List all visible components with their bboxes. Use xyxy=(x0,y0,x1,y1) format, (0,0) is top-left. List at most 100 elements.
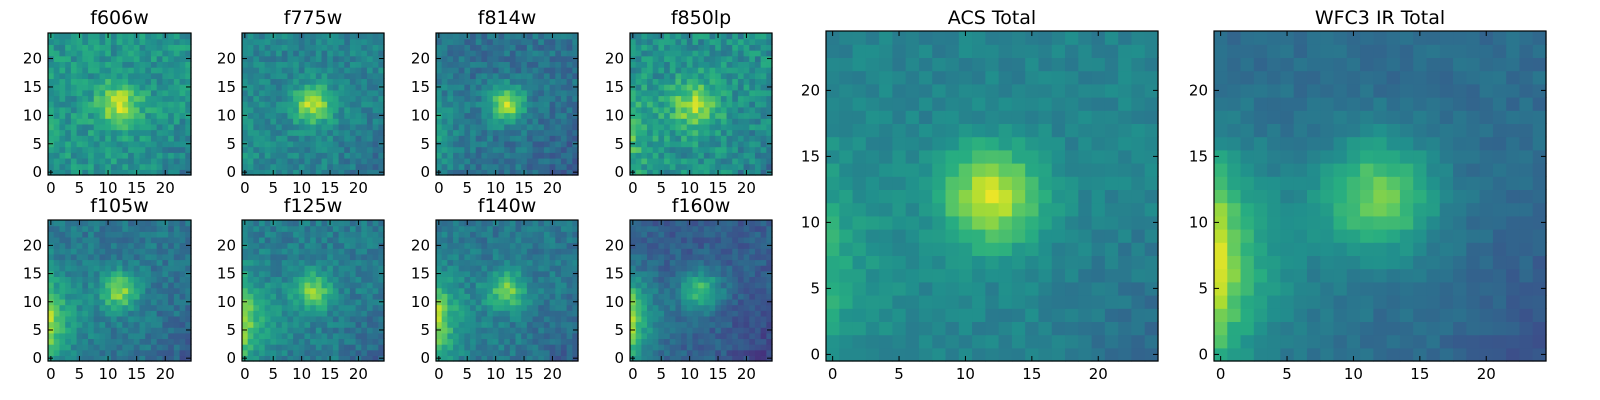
heatmap-cell xyxy=(122,78,129,85)
heatmap-cell xyxy=(315,84,323,91)
heatmap-cell xyxy=(281,101,289,108)
heatmap-cell xyxy=(145,67,152,74)
heatmap-cell xyxy=(664,50,671,57)
heatmap-cell xyxy=(549,338,556,345)
heatmap-cell xyxy=(53,44,61,51)
heatmap-cell xyxy=(515,78,522,85)
heatmap-cell xyxy=(641,129,648,136)
heatmap-cell xyxy=(310,276,317,283)
heatmap-cell xyxy=(70,298,78,306)
heatmap-cell xyxy=(82,112,89,119)
heatmap-cell xyxy=(498,146,505,153)
heatmap-cell xyxy=(315,112,323,119)
heatmap-cell xyxy=(344,152,351,159)
heatmap-cell xyxy=(698,321,705,328)
heatmap-cell xyxy=(349,248,357,255)
heatmap-cell xyxy=(760,33,767,40)
heatmap-cell xyxy=(504,50,511,57)
heatmap-cell xyxy=(681,287,688,294)
heatmap-cell xyxy=(509,169,517,176)
heatmap-cell xyxy=(332,72,340,80)
heatmap-cell xyxy=(487,310,494,317)
heatmap-cell xyxy=(242,78,249,85)
heatmap-cell xyxy=(59,248,66,255)
heatmap-cell xyxy=(366,44,374,51)
heatmap-cell xyxy=(521,282,528,289)
heatmap-cell xyxy=(436,67,443,74)
heatmap-cell xyxy=(99,242,106,249)
heatmap-cell xyxy=(338,304,345,311)
heatmap-cell xyxy=(641,355,648,362)
heatmap-cell xyxy=(59,38,66,45)
heatmap-cell xyxy=(82,338,89,345)
heatmap-cell xyxy=(287,270,294,277)
heatmap-cell xyxy=(720,270,728,277)
heatmap-cell xyxy=(538,140,545,148)
heatmap-cell xyxy=(675,33,682,40)
heatmap-cell xyxy=(270,225,277,232)
heatmap-cell xyxy=(366,140,374,148)
heatmap-cell xyxy=(509,287,517,294)
heatmap-cell xyxy=(436,315,443,323)
heatmap-cell xyxy=(48,157,55,165)
heatmap-cell xyxy=(276,146,283,153)
heatmap-cell xyxy=(543,112,551,119)
heatmap-cell xyxy=(703,282,711,289)
heatmap-cell xyxy=(641,84,648,91)
heatmap-cell xyxy=(162,78,169,85)
heatmap-cell xyxy=(749,55,756,62)
heatmap-cell xyxy=(560,84,568,91)
heatmap-cell xyxy=(287,55,294,62)
heatmap-cell xyxy=(720,293,728,300)
heatmap-cell xyxy=(70,231,78,238)
heatmap-cell xyxy=(116,78,123,85)
heatmap-cell xyxy=(185,163,192,170)
heatmap-cell xyxy=(509,61,517,68)
heatmap-cell xyxy=(543,157,551,165)
heatmap-cell xyxy=(475,50,483,57)
heatmap-cell xyxy=(53,242,61,249)
heatmap-cell xyxy=(168,344,175,351)
heatmap-cell xyxy=(99,72,106,80)
heatmap-cell xyxy=(549,332,556,340)
heatmap-cell xyxy=(726,355,733,362)
heatmap-cell xyxy=(349,50,357,57)
heatmap-cell xyxy=(321,50,328,57)
heatmap-cell xyxy=(253,112,260,119)
heatmap-cell xyxy=(441,265,448,272)
heatmap-cell xyxy=(521,298,528,306)
heatmap-cell xyxy=(703,276,711,283)
heatmap-cell xyxy=(509,118,517,125)
heatmap-cell xyxy=(53,129,61,136)
heatmap-cell xyxy=(441,146,448,153)
heatmap-cell xyxy=(253,253,260,261)
heatmap-cell xyxy=(641,169,648,176)
heatmap-cell xyxy=(321,55,328,62)
heatmap-cell xyxy=(664,89,671,97)
heatmap-cell xyxy=(698,152,705,159)
heatmap-cell xyxy=(145,163,152,170)
heatmap-cell xyxy=(630,135,637,142)
heatmap-cell xyxy=(48,310,55,317)
heatmap-cell xyxy=(82,152,89,159)
heatmap-cell xyxy=(65,327,72,334)
heatmap-cell xyxy=(521,112,528,119)
heatmap-cell xyxy=(150,355,158,362)
heatmap-cell xyxy=(270,248,277,255)
heatmap-cell xyxy=(538,106,545,114)
heatmap-cell xyxy=(133,89,141,97)
heatmap-cell xyxy=(133,287,141,294)
y-tick-label: 20 xyxy=(411,236,430,254)
heatmap-cell xyxy=(304,231,311,238)
heatmap-cell xyxy=(88,220,95,227)
heatmap-cell xyxy=(99,112,106,119)
heatmap-cell xyxy=(48,276,55,283)
heatmap-cell xyxy=(658,112,665,119)
heatmap-cell xyxy=(139,89,146,97)
heatmap-cell xyxy=(344,355,351,362)
x-tick-label: 20 xyxy=(543,365,562,383)
heatmap-cell xyxy=(470,50,477,57)
heatmap-cell xyxy=(338,61,345,68)
heatmap-cell xyxy=(492,270,500,277)
